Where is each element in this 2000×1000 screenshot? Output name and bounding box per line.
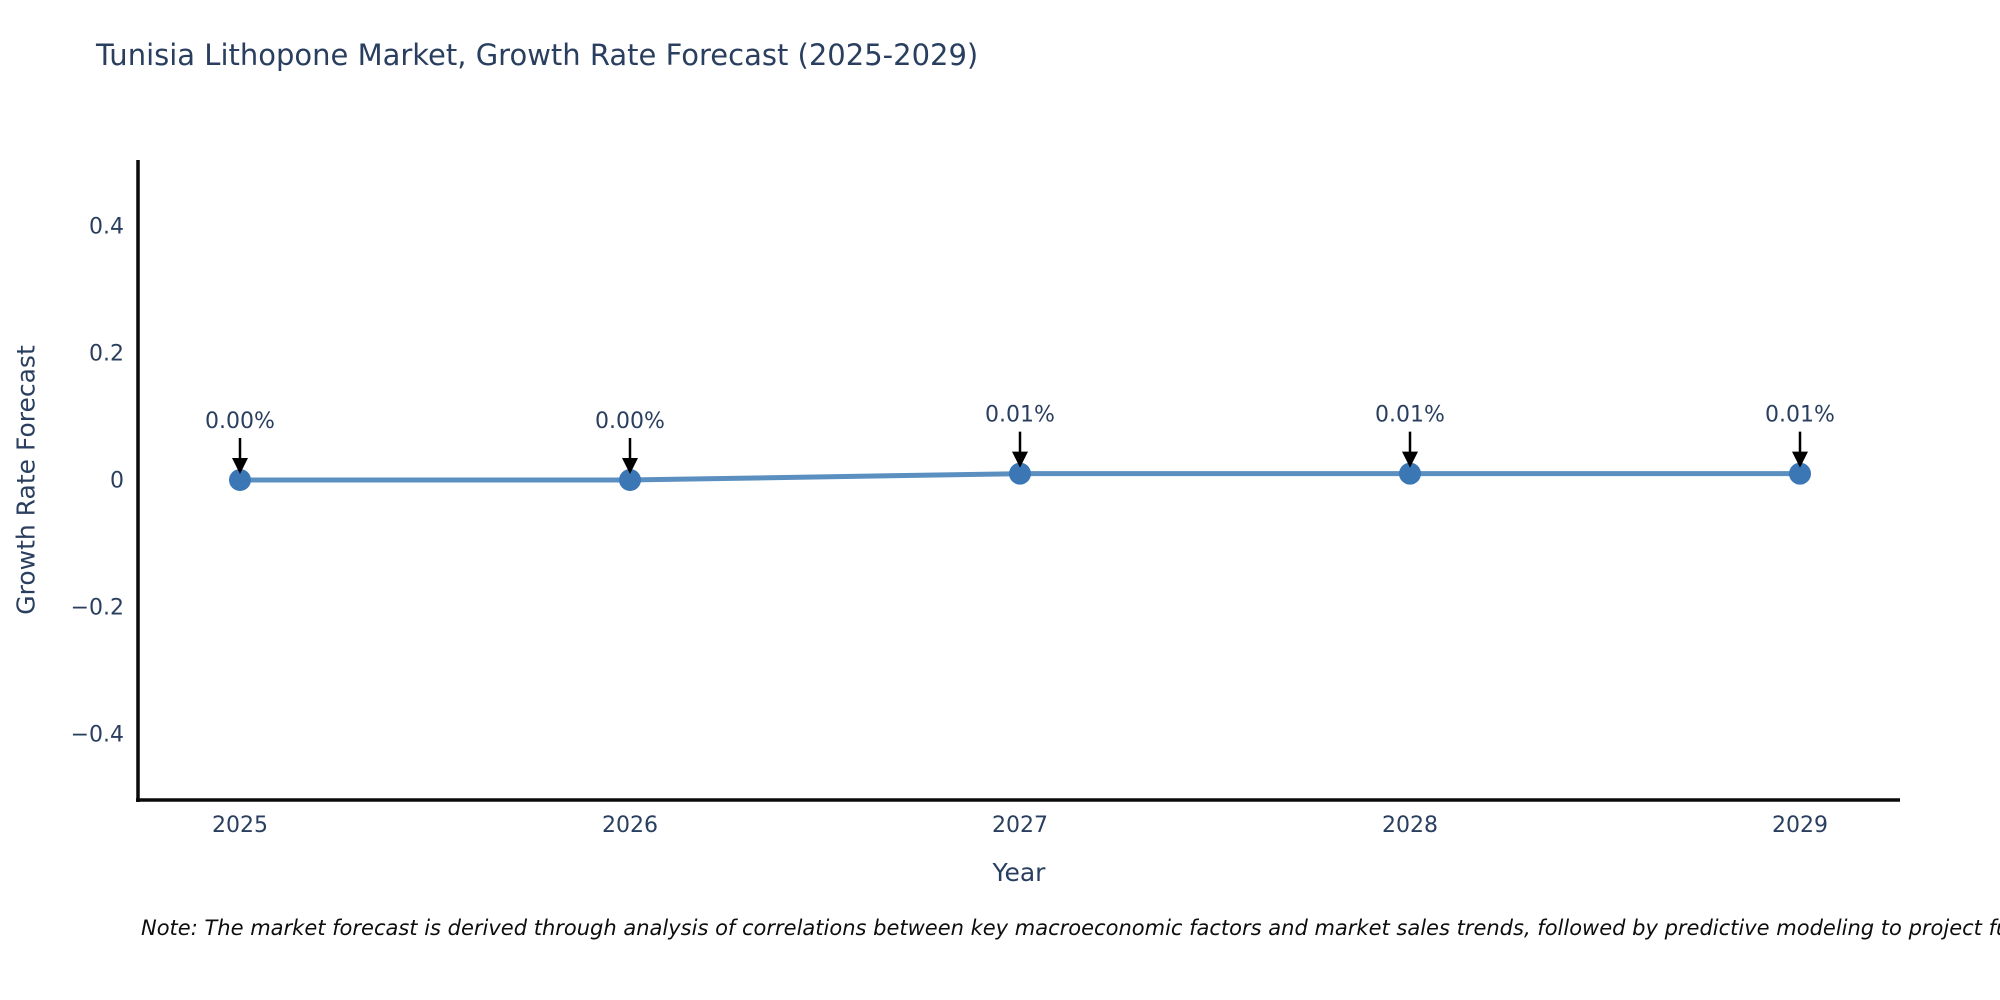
annotation-label: 0.00% (595, 409, 665, 434)
annotation-label: 0.01% (1765, 403, 1835, 428)
annotation-label: 0.00% (205, 409, 275, 434)
series-layer (229, 462, 1811, 491)
x-tick-label: 2029 (1772, 813, 1828, 838)
y-tick-label: −0.4 (71, 723, 124, 748)
annotation-arrowhead (1792, 451, 1808, 468)
x-tick-label: 2025 (212, 813, 268, 838)
data-point (1009, 462, 1031, 485)
y-tick-label: 0 (110, 469, 124, 494)
x-tick-label: 2027 (992, 813, 1048, 838)
annotation-arrowhead (622, 458, 638, 474)
annotation-arrowhead (1402, 451, 1418, 468)
data-point (1789, 462, 1811, 485)
x-axis-title: Year (992, 858, 1046, 887)
annotation-arrowhead (1012, 451, 1028, 468)
y-tick-label: −0.2 (71, 596, 124, 621)
data-point (229, 469, 251, 491)
annotation-layer: 0.00% 0.00% 0.01% 0.01% 0.01% (205, 403, 1835, 474)
footnote-text: Note: The market forecast is derived thr… (141, 916, 2000, 940)
chart-title: Tunisia Lithopone Market, Growth Rate Fo… (96, 38, 979, 72)
x-tick-label: 2028 (1382, 813, 1438, 838)
annotation-label: 0.01% (985, 403, 1055, 428)
y-axis-title: Growth Rate Forecast (11, 345, 41, 615)
y-tick-label: 0.2 (89, 342, 124, 367)
data-point (1399, 462, 1421, 485)
data-point (619, 469, 641, 491)
x-tick-label: 2026 (602, 813, 658, 838)
axes-layer: 0.4 0.2 0 −0.2 −0.4 2025 2026 2027 2028 2029 (71, 160, 1900, 838)
annotation-arrowhead (232, 458, 248, 474)
annotation-label: 0.01% (1375, 403, 1445, 428)
y-tick-label: 0.4 (89, 215, 124, 240)
